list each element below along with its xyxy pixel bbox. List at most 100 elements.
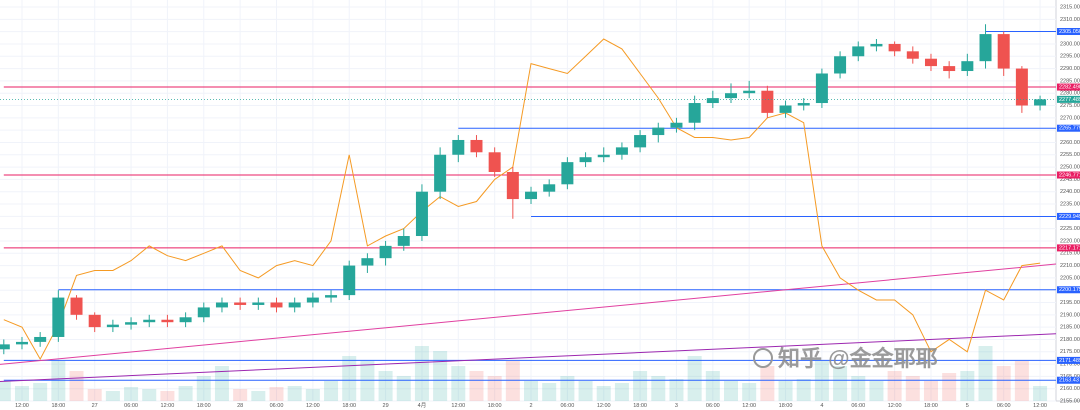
candle-body <box>488 152 501 172</box>
candle-body <box>525 191 538 200</box>
current-price-label: 2277.489 <box>1059 97 1080 103</box>
x-tick-label: 12:00 <box>306 403 320 409</box>
candle-body <box>997 34 1010 69</box>
volume-bar <box>124 387 139 401</box>
y-tick-label: 2190.000 <box>1060 312 1080 318</box>
volume-bar <box>33 383 48 401</box>
volume-bar <box>524 381 539 401</box>
level-label-bg <box>1057 376 1080 384</box>
level-label: 2265.775 <box>1059 126 1080 132</box>
y-tick-label: 2160.000 <box>1060 386 1080 392</box>
level-label-bg <box>1057 124 1080 132</box>
x-tick-label: 06:00 <box>560 403 574 409</box>
y-tick-label: 2205.000 <box>1060 275 1080 281</box>
volume-bar <box>214 366 229 401</box>
candle-body <box>506 171 519 200</box>
candle-body <box>161 319 174 323</box>
y-tick-label: 2210.000 <box>1060 263 1080 269</box>
x-tick-label: 06:00 <box>270 403 284 409</box>
volume-bar <box>796 379 811 401</box>
candle-body <box>379 245 392 259</box>
current-price-bg <box>1057 95 1080 103</box>
y-tick-label: 2240.000 <box>1060 189 1080 195</box>
candle-body <box>125 322 138 325</box>
candle-body <box>415 191 428 237</box>
volume-bar <box>869 381 884 401</box>
volume <box>0 346 1048 401</box>
candle-body <box>270 302 283 308</box>
volume-bar <box>942 373 957 401</box>
y-tick-label: 2195.000 <box>1060 300 1080 306</box>
x-tick-label: 06:00 <box>851 403 865 409</box>
volume-bar <box>1014 361 1029 401</box>
x-tick-label: 12:00 <box>161 403 175 409</box>
candle-body <box>70 297 83 315</box>
candle-body <box>452 139 465 155</box>
y-tick-label: 2275.000 <box>1060 103 1080 109</box>
volume-bar <box>360 361 375 401</box>
volume-bar <box>251 391 266 401</box>
volume-bar <box>887 371 902 401</box>
x-tick-label: 06:00 <box>706 403 720 409</box>
x-tick-label: 18:00 <box>633 403 647 409</box>
y-tick-label: 2290.000 <box>1060 66 1080 72</box>
x-tick-label: 06:00 <box>124 403 138 409</box>
volume-bar <box>1033 386 1048 401</box>
volume-bar <box>378 371 393 401</box>
volume-bar <box>905 376 920 401</box>
candle-body <box>870 43 883 47</box>
level-label-bg <box>1057 28 1080 36</box>
volume-bar <box>778 381 793 401</box>
trend-line <box>0 333 1057 382</box>
level-label-bg <box>1057 286 1080 294</box>
trend-line <box>0 263 1057 365</box>
x-tick-label: 12:00 <box>888 403 902 409</box>
volume-bar <box>105 391 120 401</box>
volume-bar <box>69 371 84 401</box>
level-label: 2171.489 <box>1059 358 1080 364</box>
candle-body <box>779 105 792 113</box>
y-tick-label: 2270.000 <box>1060 115 1080 121</box>
x-tick-label: 5 <box>966 403 969 409</box>
candle-body <box>434 154 447 192</box>
x-tick-label: 4 <box>820 403 823 409</box>
level-label: 2282.490 <box>1059 85 1080 91</box>
candle-body <box>15 341 28 345</box>
x-tick-label: 18:00 <box>197 403 211 409</box>
volume-bar <box>487 376 502 401</box>
volume-bar <box>560 376 575 401</box>
candle-body <box>470 139 483 153</box>
y-tick-label: 2260.000 <box>1060 140 1080 146</box>
x-tick-label: 2 <box>529 403 532 409</box>
volume-bar <box>433 351 448 401</box>
candle-body <box>979 34 992 62</box>
x-tick-label: 29 <box>383 403 389 409</box>
grid <box>0 0 1056 402</box>
x-tick-label: 18:00 <box>779 403 793 409</box>
candle-body <box>597 154 610 158</box>
y-tick-label: 2215.000 <box>1060 251 1080 257</box>
volume-bar <box>687 356 702 401</box>
candle-body <box>961 61 974 72</box>
candle-body <box>88 314 101 328</box>
level-label-bg <box>1057 212 1080 220</box>
y-tick-label: 2155.000 <box>1060 398 1080 404</box>
volume-bar <box>923 381 938 401</box>
volume-bar <box>596 386 611 401</box>
x-tick-label: 06:00 <box>997 403 1011 409</box>
x-tick-label: 18:00 <box>924 403 938 409</box>
x-tick-label: 12:00 <box>1033 403 1047 409</box>
volume-bar <box>451 366 466 401</box>
y-tick-label: 2300.000 <box>1060 41 1080 47</box>
candle-body <box>670 122 683 128</box>
volume-bar <box>396 376 411 401</box>
y-tick-label: 2235.000 <box>1060 201 1080 207</box>
candle-body <box>215 302 228 308</box>
candle-body <box>652 127 665 136</box>
volume-bar <box>578 381 593 401</box>
candle-body <box>797 103 810 106</box>
volume-bar <box>833 366 848 401</box>
y-tick-label: 2315.000 <box>1060 4 1080 10</box>
x-tick-label: 3 <box>675 403 678 409</box>
